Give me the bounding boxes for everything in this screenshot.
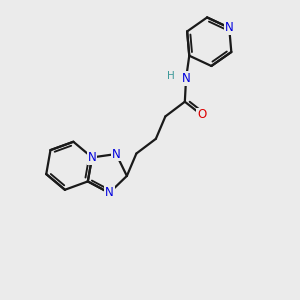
Text: H: H [167, 71, 175, 82]
Text: O: O [197, 108, 206, 122]
Text: N: N [105, 186, 114, 200]
Text: N: N [112, 148, 121, 160]
Text: N: N [225, 21, 234, 34]
Text: N: N [182, 72, 190, 85]
Text: N: N [88, 151, 96, 164]
